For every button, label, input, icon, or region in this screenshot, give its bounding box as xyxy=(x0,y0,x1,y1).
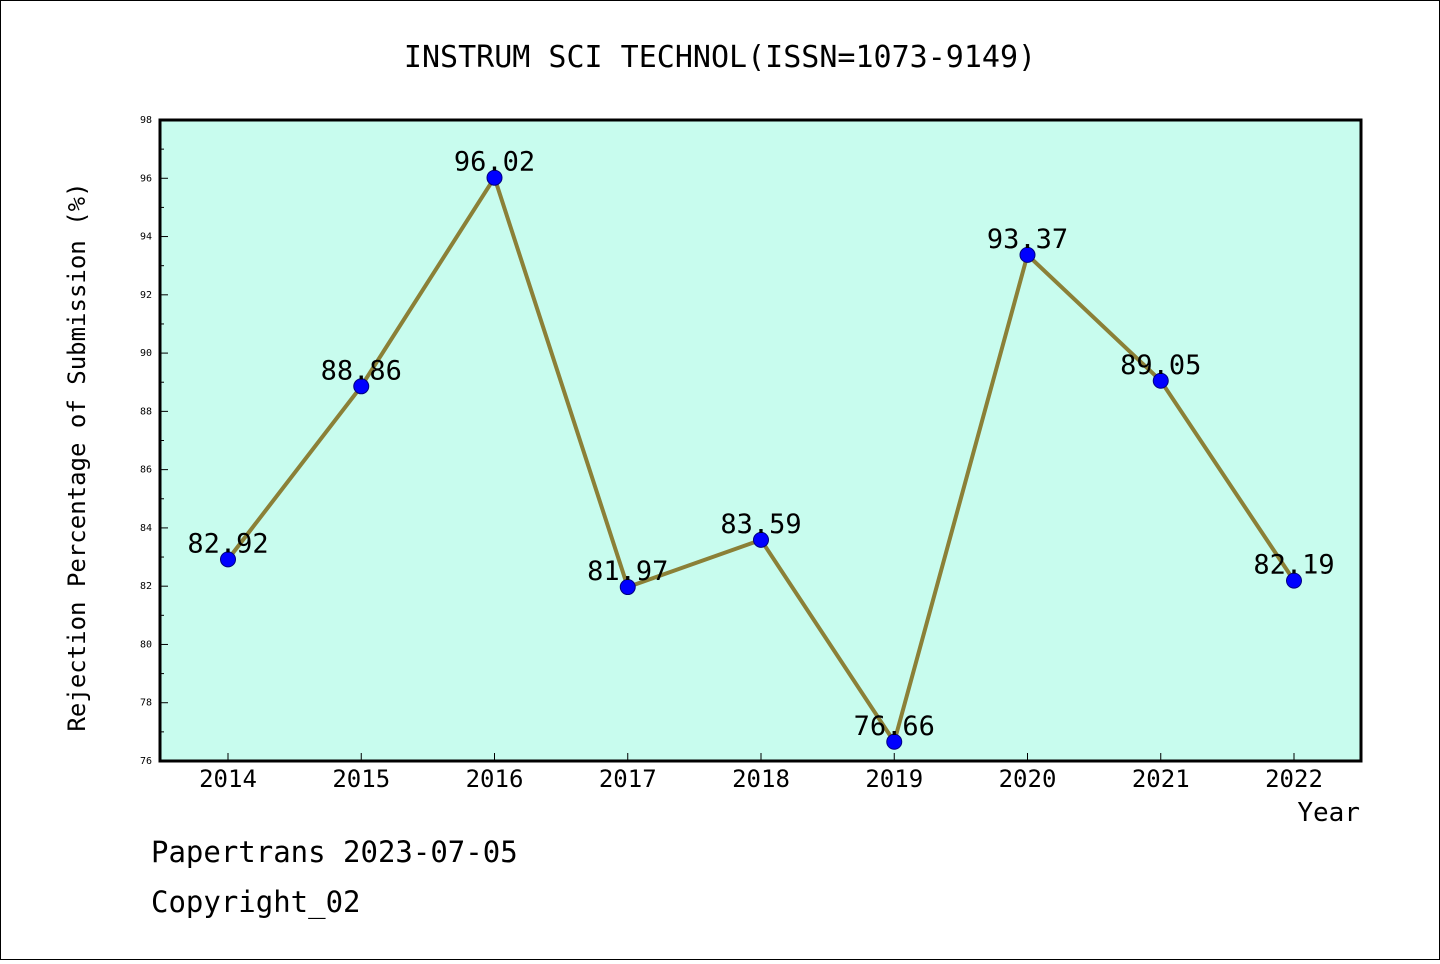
data-point xyxy=(486,169,503,186)
x-tick-label: 2015 xyxy=(332,765,390,793)
y-tick-label: 98 xyxy=(140,115,152,126)
data-points xyxy=(220,169,1302,750)
data-label: 81.97 xyxy=(587,556,668,587)
data-label: 93.37 xyxy=(987,224,1068,255)
data-label: 89.05 xyxy=(1120,350,1201,381)
data-point xyxy=(753,531,769,548)
y-tick-label: 88 xyxy=(140,406,152,417)
data-point xyxy=(1286,572,1302,589)
y-tick-label: 90 xyxy=(140,348,152,359)
y-tick-label: 80 xyxy=(140,639,152,650)
data-label: 76.66 xyxy=(854,711,935,742)
data-label: 83.59 xyxy=(720,509,801,540)
chart-title: INSTRUM SCI TECHNOL(ISSN=1073-9149) xyxy=(404,40,1036,75)
x-tick-label: 2017 xyxy=(599,765,657,793)
data-point xyxy=(886,733,903,750)
x-tick-label: 2020 xyxy=(999,765,1057,793)
data-point xyxy=(353,378,370,395)
x-axis-label: Year xyxy=(1297,798,1360,828)
plot-border xyxy=(158,118,1363,763)
y-tick-label: 96 xyxy=(140,173,152,184)
x-tick-label: 2014 xyxy=(199,765,257,793)
x-tick-label: 2016 xyxy=(466,765,524,793)
y-tick-label: 84 xyxy=(140,523,152,534)
x-tick-label: 2021 xyxy=(1132,765,1190,793)
y-tick-label: 78 xyxy=(140,698,152,709)
data-label: 82.19 xyxy=(1253,550,1334,581)
x-tick-label: 2022 xyxy=(1265,765,1323,793)
data-labels: 82.92 88.86 96.02 81.97 83.59 76.66 93.37 89.05… xyxy=(187,147,1334,742)
footer-copyright-text: Copyright_02 xyxy=(151,885,361,919)
x-tick-label: 2018 xyxy=(732,765,790,793)
data-label: 82.92 xyxy=(187,528,268,559)
y-tick-label: 76 xyxy=(140,756,152,767)
footer-date-text: Papertrans 2023-07-05 xyxy=(151,835,518,869)
y-tick-label: 82 xyxy=(140,581,152,592)
plot-area xyxy=(160,120,1361,761)
y-tick-label: 86 xyxy=(140,465,152,476)
data-point xyxy=(220,551,236,568)
y-axis-label: Rejection Percentage of Submission (%) xyxy=(63,182,91,731)
x-axis: 2014 2015 2016 2017 2018 2019 2020 2021 2022 xyxy=(199,753,1323,793)
data-point xyxy=(1019,246,1036,263)
data-point xyxy=(1152,372,1169,389)
data-label: 96.02 xyxy=(454,147,535,178)
y-axis: 76 78 80 82 84 86 88 90 92 94 96 98 xyxy=(140,115,168,767)
y-tick-label: 94 xyxy=(140,232,152,243)
data-label: 88.86 xyxy=(321,355,402,386)
y-tick-label: 92 xyxy=(140,290,152,301)
x-tick-label: 2019 xyxy=(865,765,923,793)
data-point xyxy=(619,579,636,596)
